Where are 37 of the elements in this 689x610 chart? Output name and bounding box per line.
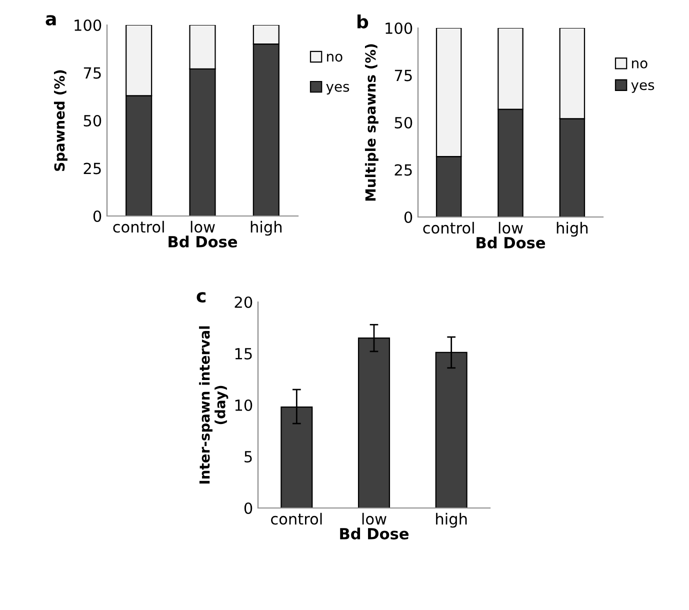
y-axis-title: Spawned (%)	[54, 70, 68, 171]
y-tick-label: 50	[84, 114, 102, 127]
x-axis-title: Bd Dose	[340, 528, 409, 540]
legend-label: no	[632, 60, 648, 68]
y-tick-label: 20	[234, 296, 252, 308]
x-tick-label: low	[190, 220, 215, 233]
y-tick-label: 5	[244, 451, 252, 463]
y-tick-label: 50	[394, 116, 412, 129]
x-tick-label: low	[498, 222, 523, 234]
y-tick-label: 75	[84, 67, 101, 79]
y-tick-label: 25	[84, 162, 101, 174]
chart-title: a	[46, 15, 56, 26]
y-tick-label: 25	[394, 164, 412, 176]
y-tick-label: 0	[244, 502, 252, 514]
y-axis-title: Inter-spawn interval (day)	[199, 326, 228, 484]
x-tick-label: high	[436, 512, 467, 528]
y-tick-label: 10	[235, 399, 252, 412]
y-tick-label: 100	[74, 19, 102, 32]
legend-label: yes	[326, 84, 350, 95]
x-tick-label: high	[250, 220, 282, 236]
legend-label: no	[327, 54, 342, 62]
chart-title: b	[358, 14, 368, 28]
x-tick-label: control	[423, 222, 474, 234]
x-tick-label: low	[362, 512, 386, 525]
y-tick-label: 75	[394, 70, 412, 82]
chart-title: c	[196, 292, 206, 302]
y-axis-title: Multiple spawns (%)	[364, 44, 378, 201]
y-tick-label: 0	[93, 210, 102, 222]
x-tick-label: high	[556, 222, 588, 237]
y-tick-label: 0	[404, 211, 412, 224]
legend-label: yes	[631, 82, 654, 93]
x-axis-title: Bd Dose	[168, 236, 238, 248]
x-tick-label: control	[113, 220, 164, 233]
y-tick-label: 15	[235, 348, 252, 360]
y-tick-label: 100	[386, 22, 412, 34]
x-axis-title: Bd Dose	[476, 236, 546, 248]
x-tick-label: control	[271, 512, 322, 525]
